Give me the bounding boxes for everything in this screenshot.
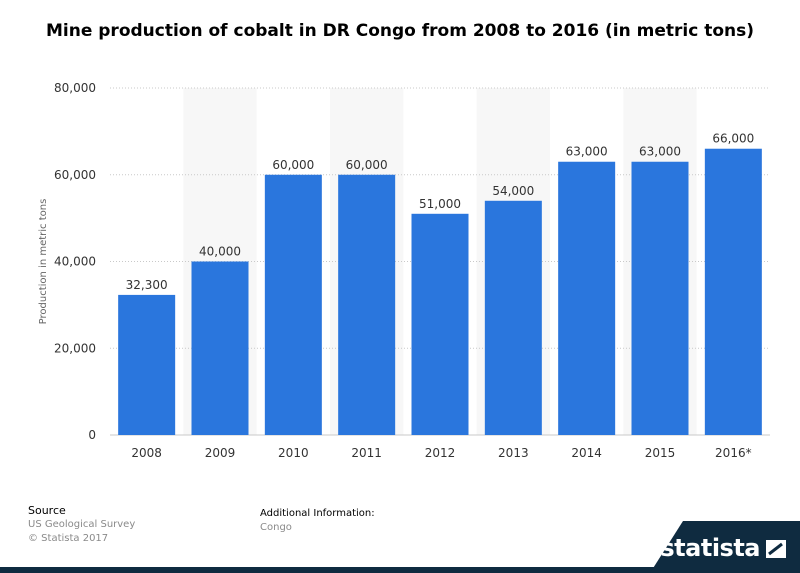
additional-info-block: Additional Information: Congo [260, 507, 375, 535]
x-tick-label: 2008 [131, 446, 162, 460]
brand-strip [0, 567, 800, 573]
bar-value-label: 63,000 [566, 145, 608, 159]
bar-value-label: 66,000 [712, 132, 754, 146]
additional-info-heading: Additional Information: [260, 508, 375, 519]
bar-value-label: 32,300 [126, 278, 168, 292]
bar-chart: 0 20,000 40,000 60,000 80,000 Production in m… [38, 81, 770, 460]
x-tick-label: 2014 [571, 446, 602, 460]
x-tick-label: 2009 [205, 446, 236, 460]
bar-value-label: 40,000 [199, 245, 241, 259]
bar-value-label: 51,000 [419, 197, 461, 211]
x-tick-label: 2016* [715, 446, 752, 460]
chart-title: Mine production of cobalt in DR Congo fr… [45, 21, 755, 41]
statista-logo-icon [766, 540, 786, 558]
statista-logo-text[interactable]: statista [660, 534, 760, 562]
bar [264, 174, 322, 435]
y-tick-label: 40,000 [54, 255, 96, 269]
y-axis-label: Production in metric tons [38, 199, 49, 325]
source-name[interactable]: US Geological Survey [28, 519, 136, 530]
bar [631, 161, 689, 436]
bar-value-label: 54,000 [492, 184, 534, 198]
y-tick-label: 80,000 [54, 81, 96, 95]
bar [704, 148, 762, 435]
x-tick-label: 2013 [498, 446, 529, 460]
bar [484, 200, 542, 435]
bar [118, 294, 176, 435]
copyright-text: © Statista 2017 [28, 533, 109, 544]
x-tick-label: 2011 [351, 446, 382, 460]
additional-info-text: Congo [260, 522, 292, 533]
y-tick-label: 60,000 [54, 168, 96, 182]
bar [411, 213, 469, 435]
bar-value-label: 63,000 [639, 145, 681, 159]
source-heading: Source [28, 504, 66, 517]
bar [338, 174, 396, 435]
source-block: Source US Geological Survey © Statista 2… [28, 504, 135, 546]
x-tick-label: 2012 [425, 446, 456, 460]
y-tick-label: 20,000 [54, 341, 96, 355]
bar-value-label: 60,000 [346, 158, 388, 172]
x-tick-label: 2015 [645, 446, 676, 460]
y-tick-label: 0 [88, 428, 96, 442]
bar [191, 261, 249, 435]
bar-value-label: 60,000 [272, 158, 314, 172]
bar [558, 161, 616, 436]
x-tick-label: 2010 [278, 446, 309, 460]
